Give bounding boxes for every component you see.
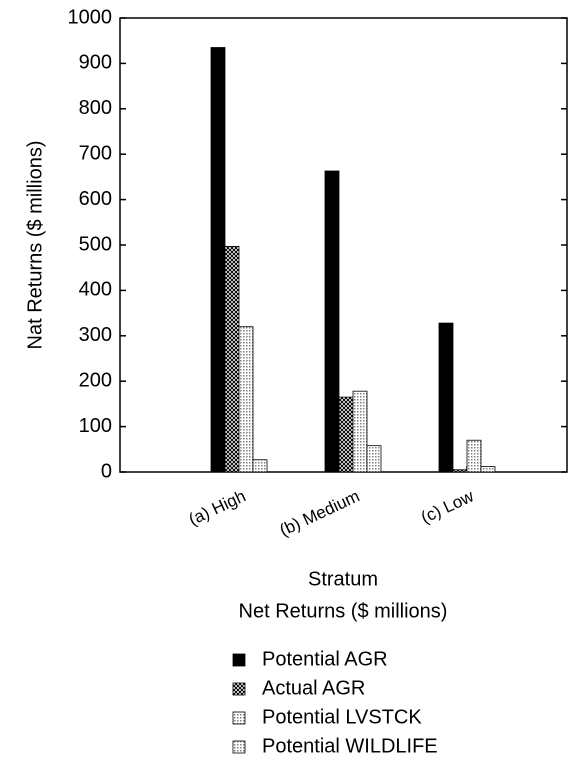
y-tick-label: 600 [79, 188, 112, 210]
bar [252, 459, 268, 473]
bar [480, 466, 496, 473]
bar [224, 245, 240, 473]
bar [210, 47, 226, 473]
x-tick-label: (b) Medium [277, 486, 363, 540]
x-tick-label: (c) Low [418, 486, 477, 527]
legend-label: Actual AGR [262, 677, 365, 699]
bar [466, 439, 482, 473]
legend-swatch [232, 682, 246, 696]
y-tick-label: 700 [79, 142, 112, 164]
legend-label: Potential LVSTCK [262, 706, 422, 728]
x-axis-title: Stratum [308, 568, 378, 590]
x-tick-label: (a) High [186, 486, 249, 529]
y-tick-label: 500 [79, 233, 112, 255]
y-axis-title: Nat Returns ($ millions) [24, 141, 46, 350]
legend-swatch [232, 740, 246, 754]
bar [438, 322, 454, 473]
y-tick-label: 0 [101, 460, 112, 482]
bar [324, 170, 340, 473]
y-tick-label: 100 [79, 415, 112, 437]
legend-swatch [232, 653, 246, 667]
bar [352, 390, 368, 473]
bar [338, 396, 354, 473]
bar [452, 469, 468, 473]
bar [366, 445, 382, 473]
y-tick-label: 200 [79, 369, 112, 391]
subtitle: Net Returns ($ millions) [239, 600, 448, 622]
y-tick-label: 900 [79, 52, 112, 74]
y-tick-label: 1000 [68, 6, 113, 28]
bar [238, 326, 254, 473]
y-tick-label: 400 [79, 279, 112, 301]
legend-label: Potential AGR [262, 648, 388, 670]
legend-swatch [232, 711, 246, 725]
legend-label: Potential WILDLIFE [262, 735, 438, 757]
y-tick-label: 300 [79, 324, 112, 346]
y-tick-label: 800 [79, 97, 112, 119]
